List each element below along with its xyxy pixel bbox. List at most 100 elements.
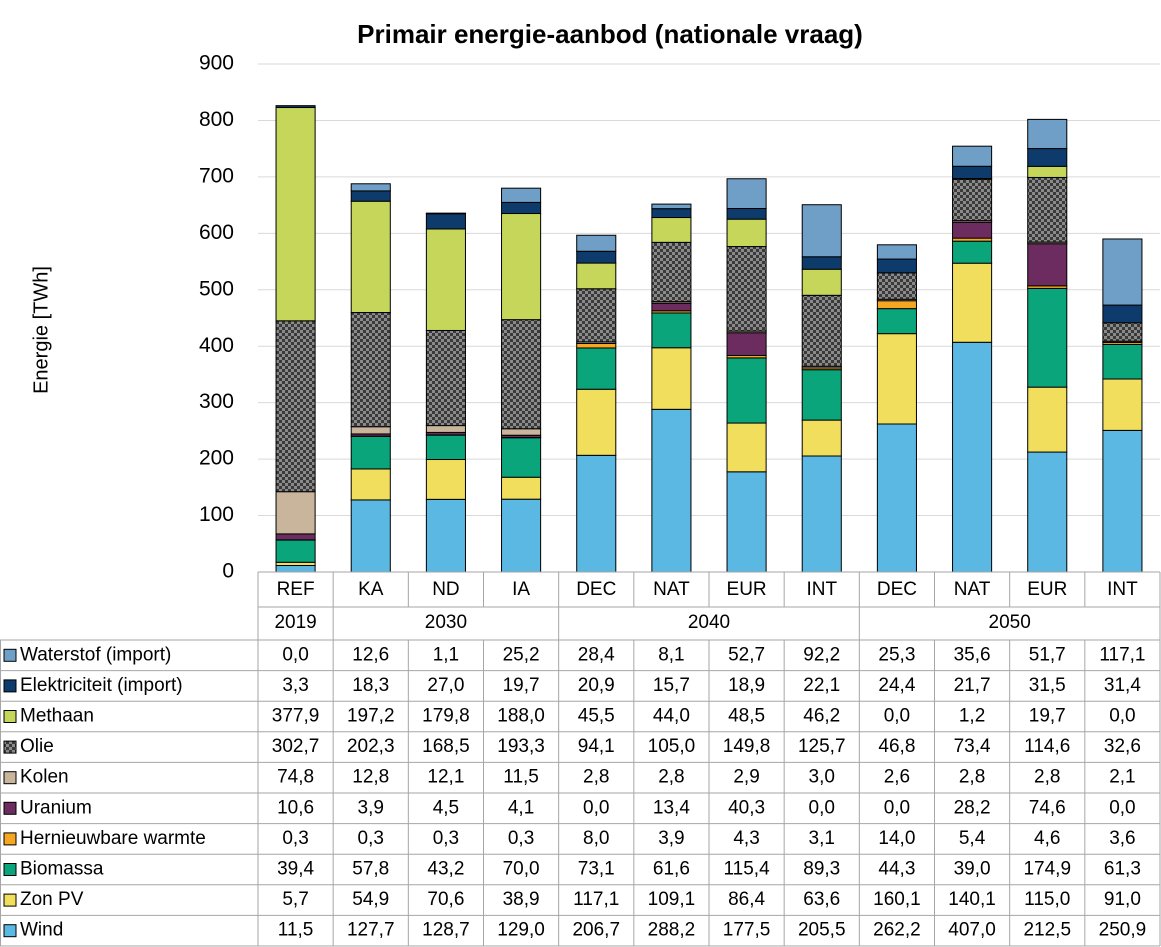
legend-label: Wind	[20, 920, 63, 941]
value-label: 205,5	[798, 920, 846, 941]
category-label: KA	[358, 579, 384, 600]
value-label: 179,8	[422, 706, 470, 727]
bar-segment	[1027, 386, 1068, 453]
bar-segment	[651, 347, 692, 410]
bar-segment	[350, 183, 391, 192]
value-label: 38,9	[503, 889, 540, 910]
bar-segment	[876, 300, 917, 310]
y-tick-label: 0	[222, 560, 234, 583]
value-label: 12,1	[427, 767, 464, 788]
bar-segment	[350, 435, 391, 470]
y-tick-label: 300	[199, 390, 234, 413]
bar-segment	[651, 241, 692, 303]
value-label: 12,6	[352, 644, 389, 665]
group-label: 2050	[989, 612, 1031, 633]
bar-segment	[801, 419, 842, 457]
value-label: 89,3	[803, 859, 840, 880]
bar-segment	[425, 228, 466, 331]
legend-swatch	[3, 832, 17, 846]
value-label: 160,1	[873, 889, 921, 910]
legend-label: Methaan	[20, 706, 94, 727]
bar-segment	[726, 332, 767, 356]
value-label: 114,6	[1024, 736, 1070, 757]
legend-label: Hernieuwbare warmte	[20, 828, 206, 849]
value-label: 48,5	[728, 706, 765, 727]
bar-segment	[876, 423, 917, 573]
value-label: 0,0	[884, 706, 910, 727]
bar-segment	[1027, 148, 1068, 167]
value-label: 92,2	[803, 644, 840, 665]
value-label: 115,0	[1024, 889, 1070, 910]
value-label: 39,4	[277, 859, 314, 880]
bar-segment	[425, 425, 466, 433]
bar-segment	[350, 468, 391, 501]
bar-segment	[350, 499, 391, 573]
bar-segment	[726, 471, 767, 573]
value-label: 2,9	[733, 767, 759, 788]
value-label: 288,2	[648, 920, 696, 941]
legend-swatch	[3, 740, 17, 754]
value-label: 28,4	[578, 644, 615, 665]
value-label: 8,0	[583, 828, 609, 849]
value-label: 0,0	[583, 797, 609, 818]
value-label: 0,0	[1109, 797, 1135, 818]
value-label: 43,2	[427, 859, 464, 880]
value-label: 39,0	[954, 859, 991, 880]
value-label: 15,7	[653, 675, 690, 696]
bar-segment	[651, 312, 692, 349]
bar-segment	[350, 200, 391, 314]
bar-segment	[576, 347, 617, 390]
value-label: 4,5	[433, 797, 459, 818]
bar-segment	[1102, 378, 1143, 431]
category-label: NAT	[653, 579, 690, 600]
value-label: 20,9	[578, 675, 615, 696]
value-label: 0,3	[508, 828, 534, 849]
value-label: 177,5	[723, 920, 771, 941]
bar-segment	[952, 341, 993, 573]
bar-segment	[576, 250, 617, 264]
value-label: 5,7	[282, 889, 308, 910]
bar-segment	[275, 107, 316, 322]
value-label: 19,7	[503, 675, 540, 696]
bar-segment	[801, 369, 842, 421]
category-label: REF	[277, 579, 315, 600]
category-label: ND	[432, 579, 459, 600]
bar-segment	[952, 145, 993, 167]
bar-segment	[952, 221, 993, 239]
bar-segment	[1027, 287, 1068, 388]
bar-segment	[425, 329, 466, 427]
value-label: 302,7	[272, 736, 320, 757]
value-label: 109,1	[648, 889, 696, 910]
bar-segment	[952, 165, 993, 180]
bar-segment	[651, 408, 692, 573]
bar-segment	[576, 288, 617, 343]
value-label: 5,4	[959, 828, 986, 849]
value-label: 40,3	[728, 797, 765, 818]
legend-swatch	[3, 710, 17, 723]
bar-segment	[1102, 343, 1143, 380]
value-label: 27,0	[427, 675, 464, 696]
bar-segment	[651, 302, 692, 312]
value-label: 0,3	[282, 828, 308, 849]
bar-segment	[1102, 304, 1143, 324]
value-label: 25,2	[503, 644, 540, 665]
bar-segment	[350, 312, 391, 428]
value-label: 61,3	[1104, 859, 1141, 880]
bar-segment	[952, 262, 993, 343]
value-label: 0,3	[433, 828, 459, 849]
value-label: 127,7	[347, 920, 395, 941]
bar-segment	[952, 178, 993, 222]
legend-label: Uranium	[20, 797, 92, 818]
value-label: 2,1	[1109, 767, 1135, 788]
bar-segment	[275, 533, 316, 541]
category-label: DEC	[576, 579, 616, 600]
legend-label: Kolen	[20, 767, 69, 788]
value-label: 3,0	[809, 767, 835, 788]
value-label: 188,0	[497, 706, 545, 727]
bar-segment	[275, 105, 316, 109]
value-label: 2,8	[658, 767, 684, 788]
value-label: 74,8	[277, 767, 314, 788]
value-label: 74,6	[1029, 797, 1066, 818]
